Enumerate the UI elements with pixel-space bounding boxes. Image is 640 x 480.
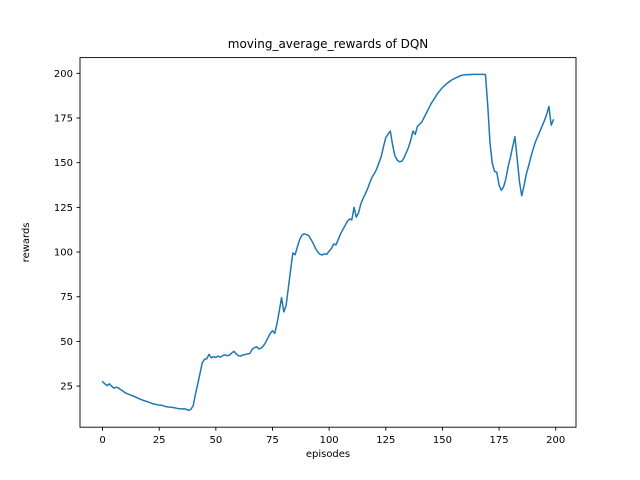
y-tick-label: 175: [54, 114, 73, 125]
x-tick-label: 125: [376, 435, 395, 446]
x-axis-ticks: 0 25 50 75 100 125 150 175 200: [99, 427, 565, 446]
x-tick-label: 0: [99, 435, 105, 446]
y-axis-label: rewards: [21, 222, 32, 262]
x-tick-label: 175: [490, 435, 509, 446]
y-tick-label: 50: [60, 337, 73, 348]
x-tick-label: 100: [320, 435, 339, 446]
y-tick-label: 125: [54, 203, 73, 214]
y-tick-label: 100: [54, 248, 73, 259]
chart-title: moving_average_rewards of DQN: [228, 37, 428, 51]
series-moving_average_rewards: [101, 73, 555, 412]
y-tick-label: 150: [54, 158, 73, 169]
plot-area-spines: [79, 57, 577, 428]
x-tick-label: 75: [266, 435, 279, 446]
x-tick-label: 25: [153, 435, 166, 446]
x-tick-label: 50: [209, 435, 222, 446]
x-axis-label: episodes: [306, 449, 350, 460]
y-tick-label: 75: [60, 292, 73, 303]
x-tick-label: 150: [433, 435, 452, 446]
y-tick-label: 25: [60, 382, 73, 393]
y-tick-label: 200: [54, 69, 73, 80]
y-axis-ticks: 25 50 75 100 125 150 175 200: [54, 69, 80, 393]
x-tick-label: 200: [546, 435, 565, 446]
reward-line-series: [101, 73, 555, 412]
